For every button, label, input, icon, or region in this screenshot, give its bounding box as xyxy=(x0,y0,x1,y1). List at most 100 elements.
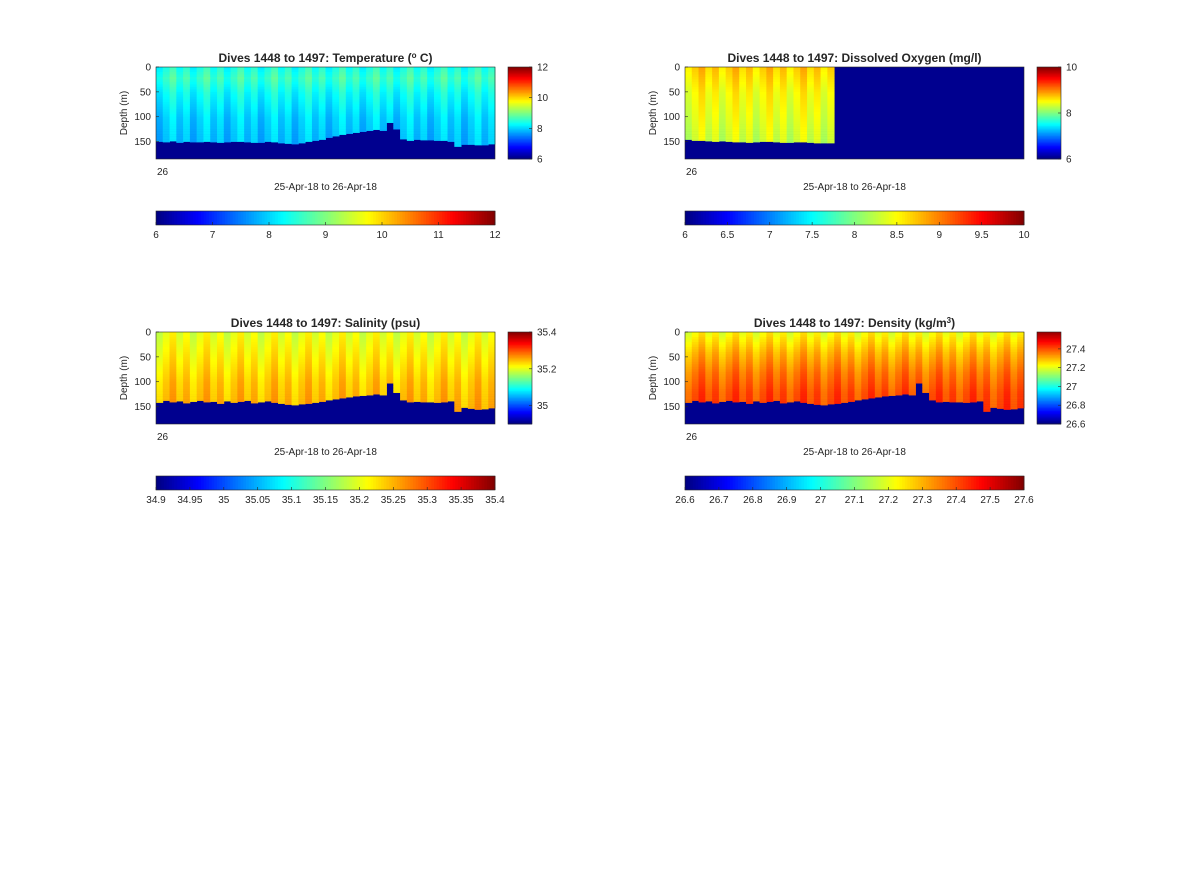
heatmap-cell xyxy=(739,389,747,392)
heatmap-cell xyxy=(712,384,720,388)
heatmap-cell xyxy=(685,121,693,125)
heatmap-cell xyxy=(217,364,225,368)
heatmap-cell xyxy=(800,366,808,370)
heatmap-cell xyxy=(183,374,191,378)
heatmap-cell xyxy=(739,71,747,75)
heatmap-cell xyxy=(230,346,238,350)
heatmap-cell xyxy=(773,396,781,400)
heatmap-cell xyxy=(705,134,713,137)
heatmap-cell xyxy=(345,359,354,363)
heatmap-cell xyxy=(481,349,489,353)
heatmap-cell xyxy=(400,129,408,132)
heatmap-cell xyxy=(691,364,699,368)
heatmap-cell xyxy=(447,96,455,100)
heatmap-cell xyxy=(264,106,272,110)
colorbar-segment xyxy=(468,476,472,490)
heatmap-cell xyxy=(298,364,306,368)
heatmap-cell xyxy=(454,409,462,412)
heatmap-cell xyxy=(440,346,448,350)
heatmap-cell xyxy=(746,81,754,85)
heatmap-cell xyxy=(305,111,313,115)
heatmap-cell xyxy=(264,379,272,383)
heatmap-cell xyxy=(223,371,231,375)
heatmap-cell xyxy=(318,111,326,115)
heatmap-cell xyxy=(318,121,326,125)
heatmap-cell xyxy=(278,376,286,380)
heatmap-cell xyxy=(454,114,462,118)
heatmap-cell xyxy=(813,381,821,385)
heatmap-cell xyxy=(379,79,387,83)
heatmap-cell xyxy=(372,346,381,350)
heatmap-cell xyxy=(210,364,218,368)
heatmap-cell xyxy=(189,134,198,137)
heatmap-cell xyxy=(250,67,259,70)
heatmap-cell xyxy=(237,374,245,378)
heatmap-cell xyxy=(454,389,462,392)
heatmap-cell xyxy=(325,341,333,345)
heatmap-cell xyxy=(366,381,374,385)
heatmap-cell xyxy=(813,351,821,355)
heatmap-cell xyxy=(773,391,781,395)
heatmap-cell xyxy=(786,84,794,88)
heatmap-cell xyxy=(773,364,781,368)
heatmap-cell xyxy=(467,386,476,390)
heatmap-cell xyxy=(156,384,164,388)
heatmap-cell xyxy=(474,99,482,103)
heatmap-cell xyxy=(488,79,496,83)
colorbar-segment xyxy=(735,211,739,225)
colorbar-segment xyxy=(508,148,532,151)
heatmap-cell xyxy=(759,386,767,390)
colorbar-segment xyxy=(232,211,236,225)
heatmap-cell xyxy=(840,361,849,365)
heatmap-cell xyxy=(210,371,218,375)
heatmap-cell xyxy=(210,359,218,363)
heatmap-cell xyxy=(759,111,767,115)
colorbar-tick-label: 10 xyxy=(376,230,388,241)
heatmap-cell xyxy=(732,332,740,335)
heatmap-cell xyxy=(474,332,482,335)
heatmap-cell xyxy=(488,124,496,127)
heatmap-cell xyxy=(440,114,448,118)
heatmap-cell xyxy=(203,361,211,365)
heatmap-cell xyxy=(827,71,835,75)
heatmap-cell xyxy=(176,86,184,90)
heatmap-cell xyxy=(779,91,788,95)
heatmap-cell xyxy=(454,391,462,395)
heatmap-cell xyxy=(746,364,754,368)
heatmap-cell xyxy=(807,386,815,390)
heatmap-cell xyxy=(366,364,374,368)
heatmap-cell xyxy=(800,121,808,125)
heatmap-cell xyxy=(427,401,435,403)
colorbar-segment xyxy=(687,211,691,225)
heatmap-cell xyxy=(311,69,320,73)
heatmap-cell xyxy=(691,76,699,80)
heatmap-cell xyxy=(352,119,360,123)
heatmap-cell xyxy=(834,346,842,350)
heatmap-cell xyxy=(203,401,211,403)
heatmap-cell xyxy=(420,114,428,118)
heatmap-cell xyxy=(779,101,788,105)
heatmap-cell xyxy=(305,139,313,142)
heatmap-cell xyxy=(427,71,435,75)
heatmap-cell xyxy=(766,359,774,363)
heatmap-cell xyxy=(318,131,326,135)
heatmap-cell xyxy=(420,341,428,345)
heatmap-cell xyxy=(250,106,259,110)
heatmap-cell xyxy=(413,336,421,340)
heatmap-cell xyxy=(237,379,245,383)
heatmap-cell xyxy=(352,76,360,80)
heatmap-cell xyxy=(840,366,849,370)
heatmap-cell xyxy=(813,119,821,123)
heatmap-cell xyxy=(698,361,706,365)
heatmap-cell xyxy=(732,366,740,370)
heatmap-cell xyxy=(406,401,415,403)
heatmap-cell xyxy=(461,131,469,135)
heatmap-cell xyxy=(433,381,442,385)
heatmap-cell xyxy=(189,374,198,378)
colorbar-tick-label: 6 xyxy=(682,230,688,241)
heatmap-cell xyxy=(339,99,347,103)
heatmap-cell xyxy=(379,344,387,348)
heatmap-cell xyxy=(685,351,693,355)
heatmap-cell xyxy=(834,341,842,345)
heatmap-cell xyxy=(393,101,401,105)
